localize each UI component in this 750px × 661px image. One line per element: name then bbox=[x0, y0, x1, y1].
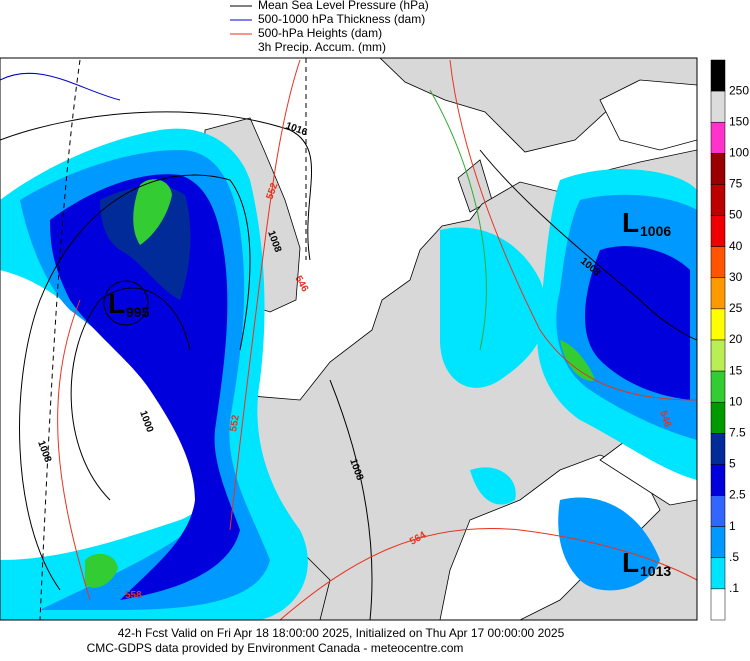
colorbar-label: 50 bbox=[729, 208, 743, 222]
legend: Mean Sea Level Pressure (hPa)500-1000 hP… bbox=[230, 0, 429, 54]
colorbar-label: 100 bbox=[729, 146, 749, 160]
colorbar-swatch bbox=[710, 557, 726, 590]
colorbar-swatch bbox=[710, 588, 726, 621]
colorbar-swatch bbox=[710, 153, 726, 185]
colorbar-label: 7.5 bbox=[729, 426, 746, 440]
colorbar-swatch bbox=[710, 215, 726, 247]
colorbar-label: 20 bbox=[729, 332, 743, 346]
low-letter: L bbox=[622, 547, 639, 578]
footer-line: 42-h Fcst Valid on Fri Apr 18 18:00:00 2… bbox=[118, 626, 565, 640]
legend-label: Mean Sea Level Pressure (hPa) bbox=[258, 0, 429, 12]
legend-label: 500-1000 hPa Thickness (dam) bbox=[258, 12, 425, 26]
legend-label: 3h Precip. Accum. (mm) bbox=[258, 40, 386, 54]
colorbar-swatch bbox=[710, 464, 726, 496]
seas bbox=[439, 79, 697, 620]
height-label: 552 bbox=[228, 414, 242, 433]
colorbar-label: .1 bbox=[729, 581, 739, 595]
colorbar-label: 15 bbox=[729, 363, 743, 377]
colorbar-swatch bbox=[710, 308, 726, 341]
colorbar-label: 1 bbox=[729, 519, 736, 533]
low-pressure: 1006 bbox=[640, 223, 671, 239]
colorbar: 250 150 100 75 50 40 30 25 20 15 10 7.5 5 2.5 1 .5 .1 bbox=[710, 59, 749, 621]
colorbar-label: 25 bbox=[729, 301, 743, 315]
low-letter: L bbox=[622, 207, 639, 238]
colorbar-swatch bbox=[710, 401, 726, 434]
low-ring bbox=[103, 280, 149, 326]
colorbar-swatch bbox=[710, 495, 726, 527]
colorbar-label: 5 bbox=[729, 457, 736, 471]
colorbar-swatch bbox=[710, 339, 726, 372]
map-frame bbox=[0, 57, 698, 621]
colorbar-swatch bbox=[710, 433, 726, 465]
colorbar-label: 30 bbox=[729, 270, 743, 284]
colorbar-swatch bbox=[710, 370, 726, 403]
colorbar-label: 2.5 bbox=[729, 488, 746, 502]
colorbar-label: 10 bbox=[729, 394, 743, 408]
colorbar-swatch bbox=[710, 184, 726, 216]
colorbar-label: 150 bbox=[729, 114, 749, 128]
contours bbox=[0, 58, 697, 620]
colorbar-swatch bbox=[710, 90, 726, 123]
colorbar-label: 250 bbox=[729, 83, 749, 97]
legend-label: 500-hPa Heights (dam) bbox=[258, 26, 382, 40]
colorbar-label: 75 bbox=[729, 177, 743, 191]
colorbar-swatch bbox=[710, 59, 726, 92]
low-letter: L bbox=[108, 288, 125, 319]
low-pressure: 995 bbox=[126, 304, 150, 320]
colorbar-swatch bbox=[710, 526, 726, 559]
colorbar-swatch bbox=[710, 277, 726, 310]
colorbar-label: 40 bbox=[729, 239, 743, 253]
colorbar-label: .5 bbox=[729, 550, 739, 564]
colorbar-swatch bbox=[710, 121, 726, 154]
height-label: 558 bbox=[125, 590, 142, 601]
footer-line: CMC-GDPS data provided by Environment Ca… bbox=[87, 641, 464, 655]
low-pressure: 1013 bbox=[640, 563, 671, 579]
colorbar-swatch bbox=[710, 246, 726, 279]
